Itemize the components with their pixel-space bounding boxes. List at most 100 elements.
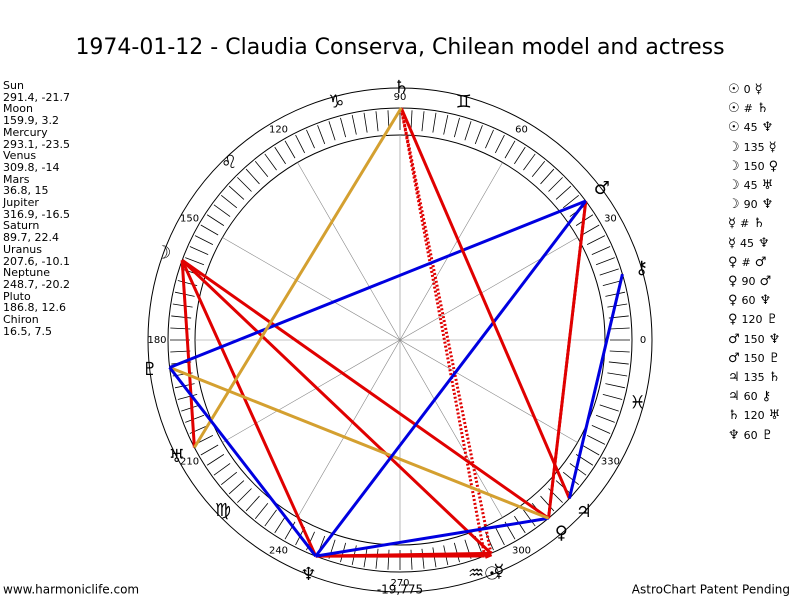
tick	[245, 168, 260, 185]
tick	[200, 224, 219, 236]
latitude: -16.5	[35, 208, 70, 221]
aspect-planet: ♆	[728, 427, 740, 443]
aspect-row: ☉ 45 ♆	[728, 118, 780, 137]
aspect-row: ♃ 60 ⚷	[728, 387, 780, 406]
aspect-row: ♂ 150 ♆	[728, 330, 780, 349]
tick	[340, 117, 347, 138]
tick	[351, 114, 357, 135]
tick	[254, 161, 269, 178]
tick	[171, 315, 192, 319]
aspect-planet: ☉	[728, 82, 740, 97]
latitude: 15	[28, 184, 49, 197]
aspect-planet: ♀	[768, 158, 779, 174]
aspect-row: ☽ 135 ☿	[728, 138, 780, 157]
aspect-row: ♂ 150 ♇	[728, 349, 780, 368]
aspect-line	[181, 259, 550, 520]
aspect-line	[315, 551, 492, 558]
tick	[295, 134, 306, 154]
degree-label: 330	[601, 457, 620, 468]
tick	[602, 280, 623, 287]
aspect-planet: ♅	[761, 178, 774, 194]
tick	[555, 185, 572, 200]
latitude: -10.1	[35, 255, 70, 268]
aspect-row: ♃ 135 ♄	[728, 368, 780, 387]
degree-label: 150	[180, 214, 199, 225]
tick	[514, 515, 526, 534]
latitude: -21.7	[35, 91, 70, 104]
tick	[284, 140, 296, 159]
tick	[387, 549, 390, 570]
aspect-lines	[168, 107, 624, 559]
latitude: 22.4	[28, 231, 60, 244]
planet-glyph: ♆	[300, 564, 316, 585]
tick	[548, 177, 563, 192]
degree-label: 180	[147, 335, 166, 346]
aspect-line	[193, 107, 403, 449]
tick	[221, 471, 238, 486]
aspect-row: ☉ # ♄	[728, 99, 780, 118]
tick	[172, 303, 193, 308]
latitude: 12.6	[35, 301, 67, 314]
tick	[595, 257, 615, 266]
tick	[363, 112, 368, 133]
longitude: 89.7	[3, 231, 28, 245]
aspect-planet: ♆	[761, 120, 774, 136]
tick	[375, 548, 379, 569]
aspect-line	[314, 200, 587, 558]
spokes	[195, 135, 605, 545]
tick	[494, 134, 505, 154]
aspect-planet: ⚷	[761, 389, 772, 405]
tick	[591, 246, 611, 255]
aspect-planet: ♀	[728, 293, 738, 309]
sign-glyph: ♒	[468, 563, 484, 584]
aspect-angle: 120	[741, 313, 763, 327]
planet-list: Sun291.4-21.7Moon159.93.2Mercury293.1-23…	[3, 80, 70, 338]
tick	[200, 444, 219, 456]
aspect-row: ♀ 90 ♂	[728, 272, 780, 291]
aspect-angle: 135	[743, 140, 765, 154]
aspect-angle: #	[741, 255, 751, 269]
planet-name: Uranus	[3, 242, 42, 256]
planet-glyph: ♅	[169, 446, 185, 467]
degree-label: 90	[394, 92, 407, 103]
tick	[228, 185, 245, 200]
tick	[306, 129, 315, 149]
planet-glyph: ⚷	[635, 257, 648, 278]
tick	[586, 434, 606, 445]
footer-right: AstroChart Patent Pending	[632, 583, 790, 597]
planet-coords: 309.8-14	[3, 161, 70, 174]
longitude: 293.1	[3, 137, 35, 151]
aspect-row: ♀ # ♂	[728, 253, 780, 272]
aspect-angle: 135	[743, 371, 765, 385]
tick	[432, 112, 437, 133]
spoke	[222, 237, 578, 443]
latitude: 3.2	[35, 114, 60, 127]
longitude: 16.5	[3, 324, 28, 338]
tick	[185, 257, 205, 266]
tick	[562, 471, 579, 486]
latitude: 7.5	[28, 325, 53, 338]
aspect-planet: ♅	[768, 408, 781, 424]
tick	[237, 177, 252, 192]
longitude: 159.9	[3, 114, 35, 128]
tick	[609, 350, 630, 353]
aspect-angle: 150	[743, 159, 765, 173]
tick	[274, 515, 286, 534]
degree-label: 0	[640, 335, 646, 346]
aspect-angle: 0	[743, 83, 751, 96]
aspect-angle: 45	[743, 179, 758, 193]
aspect-line	[168, 366, 317, 558]
planet-coords: 89.722.4	[3, 231, 70, 245]
tick	[221, 194, 238, 209]
tick	[523, 509, 536, 527]
tick	[237, 488, 252, 503]
planet-coords: 316.9-16.5	[3, 208, 70, 221]
planet-glyph: ☿	[493, 561, 504, 582]
latitude: -14	[35, 161, 60, 174]
tick	[189, 246, 209, 255]
aspect-row: ☽ 90 ♆	[728, 195, 780, 214]
sign-glyph: ♊	[456, 91, 472, 112]
aspect-planet: ♀	[728, 254, 738, 270]
aspect-angle: #	[739, 217, 750, 231]
tick	[284, 521, 296, 540]
